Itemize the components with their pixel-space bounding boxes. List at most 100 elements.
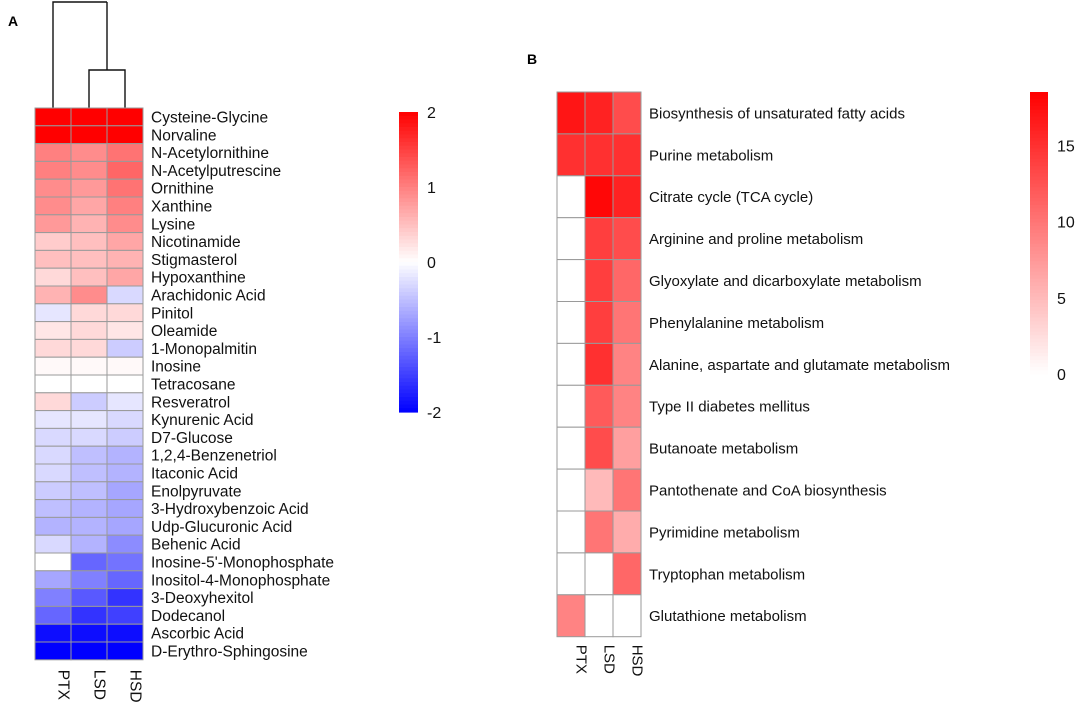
colorbar-b-gradient-segment <box>1030 254 1048 259</box>
colorbar-a-gradient-segment <box>399 190 418 196</box>
heatmap-b-cell <box>584 133 614 177</box>
heatmap-b-cell <box>556 594 586 638</box>
heatmap-b-cell <box>584 510 614 554</box>
colorbar-a-gradient-segment <box>399 198 418 203</box>
heatmap-a-cell <box>106 481 144 501</box>
heatmap-b-cell <box>556 91 586 135</box>
colorbar-a-gradient-segment <box>399 344 418 349</box>
heatmap-a-cell <box>34 196 72 216</box>
colorbar-b-gradient-segment <box>1030 116 1048 121</box>
colorbar-a-gradient-segment <box>399 142 418 147</box>
colorbar-a-gradient-segment <box>399 119 418 124</box>
heatmap-b-row-label: Arginine and proline metabolism <box>649 231 863 248</box>
heatmap-a-cell <box>70 499 108 518</box>
heatmap-b-row-label: Phenylalanine metabolism <box>649 315 824 332</box>
colorbar-a-gradient-segment <box>399 179 418 184</box>
colorbar-b-gradient-segment <box>1030 233 1048 238</box>
heatmap-a-row-label: Xanthine <box>151 198 212 215</box>
heatmap-a-cell <box>34 249 72 269</box>
colorbar-a-gradient-segment <box>399 292 418 297</box>
heatmap-b-row-label: Citrate cycle (TCA cycle) <box>649 189 813 206</box>
colorbar-a-gradient-segment <box>399 318 418 323</box>
heatmap-a-cell <box>34 463 72 483</box>
heatmap-a-row-label: Tetracosane <box>151 376 235 393</box>
colorbar-a-gradient-segment <box>399 153 418 158</box>
colorbar-b-gradient-segment <box>1030 113 1048 118</box>
heatmap-b-cell <box>612 342 642 386</box>
colorbar-b-gradient-segment <box>1030 109 1048 114</box>
heatmap-b-cell <box>612 468 642 512</box>
colorbar-a-gradient-segment <box>399 220 418 226</box>
heatmap-b-cell <box>612 426 642 470</box>
colorbar-a-gradient-segment <box>399 329 418 334</box>
colorbar-b-gradient-segment <box>1030 314 1048 319</box>
heatmap-a-row-label: Inositol-4-Monophosphate <box>151 572 330 589</box>
colorbar-a-gradient-segment <box>399 280 418 286</box>
heatmap-a-column-label: PTX <box>54 670 71 701</box>
heatmap-b-cell <box>612 259 642 303</box>
colorbar-b-gradient-segment <box>1030 352 1048 357</box>
heatmap-b-cell <box>584 91 614 135</box>
heatmap-a-cell <box>70 392 108 412</box>
heatmap-a-row-label: Norvaline <box>151 127 216 144</box>
heatmap-a-cell <box>70 178 108 198</box>
colorbar-a-gradient-segment <box>399 160 418 166</box>
colorbar-b-gradient-segment <box>1030 176 1048 181</box>
heatmap-b-cell <box>612 301 642 344</box>
heatmap-b-column-label: LSD <box>600 645 617 674</box>
heatmap-a-cell <box>106 196 144 216</box>
colorbar-a-gradient-segment <box>399 295 418 301</box>
heatmap-a-row-label: Cysteine-Glycine <box>151 109 268 126</box>
colorbar-b-gradient-segment <box>1030 328 1048 333</box>
colorbar-a-gradient-segment <box>399 254 418 259</box>
heatmap-b-cell <box>584 552 614 596</box>
heatmap-a-cell <box>34 267 72 287</box>
heatmap-a-cell <box>70 534 108 554</box>
colorbar-a-gradient-segment <box>399 202 418 207</box>
heatmap-a-row-label: 3-Deoxyhexitol <box>151 590 254 607</box>
colorbar-b-gradient-segment <box>1030 215 1048 220</box>
panel-b-label: B <box>527 51 537 67</box>
colorbar-b-gradient-segment <box>1030 289 1048 294</box>
colorbar-a-gradient-segment <box>399 348 418 353</box>
heatmap-b-cell <box>556 259 586 303</box>
colorbar-a-tick-label: -2 <box>427 405 441 422</box>
colorbar-a: 2 1 0 -1 -2 <box>399 105 441 422</box>
colorbar-a-gradient-segment <box>399 235 418 241</box>
colorbar-a-gradient-segment <box>399 303 418 308</box>
colorbar-b-gradient-segment <box>1030 162 1048 167</box>
heatmap-b-cell <box>612 510 642 554</box>
heatmap-a-cell <box>70 641 108 661</box>
heatmap-a-cell <box>106 463 144 483</box>
colorbar-a-gradient-segment <box>399 404 418 409</box>
colorbar-b-gradient-segment <box>1030 257 1048 262</box>
heatmap-a-row-label: Stigmasterol <box>151 252 237 269</box>
heatmap-a-cell <box>70 356 108 376</box>
colorbar-b-gradient-segment <box>1030 173 1048 178</box>
heatmap-b-cell <box>584 384 614 428</box>
heatmap-a-cell <box>34 178 72 198</box>
heatmap-b-row-label: Glyoxylate and dicarboxylate metabolism <box>649 273 922 290</box>
colorbar-b-gradient-segment <box>1030 366 1048 372</box>
colorbar-a-gradient-segment <box>399 385 418 391</box>
colorbar-a-gradient-segment <box>399 378 418 383</box>
heatmap-a-row-label: Behenic Acid <box>151 537 241 554</box>
colorbar-a-gradient-segment <box>399 269 418 274</box>
heatmap-a-row-label: Enolpyruvate <box>151 483 241 500</box>
colorbar-b-gradient-segment <box>1030 275 1048 280</box>
heatmap-b-row-label: Biosynthesis of unsaturated fatty acids <box>649 105 905 122</box>
heatmap-a-cell <box>34 410 72 429</box>
colorbar-a-gradient-segment <box>399 340 418 346</box>
colorbar-a-tick-label: 1 <box>427 180 436 197</box>
heatmap-b-cell <box>612 175 642 219</box>
colorbar-a-gradient-segment <box>399 273 418 278</box>
colorbar-b-gradient-segment <box>1030 99 1048 104</box>
heatmap-a-cell <box>34 552 72 572</box>
colorbar-b-gradient-segment <box>1030 194 1048 199</box>
heatmap-a-row-label: 1-Monopalmitin <box>151 341 257 358</box>
colorbar-a-gradient-segment <box>399 134 418 139</box>
heatmap-a-cell <box>106 107 144 127</box>
colorbar-b-gradient-segment <box>1030 324 1048 329</box>
heatmap-a-cell <box>106 303 144 323</box>
heatmap-a-cell <box>106 499 144 518</box>
